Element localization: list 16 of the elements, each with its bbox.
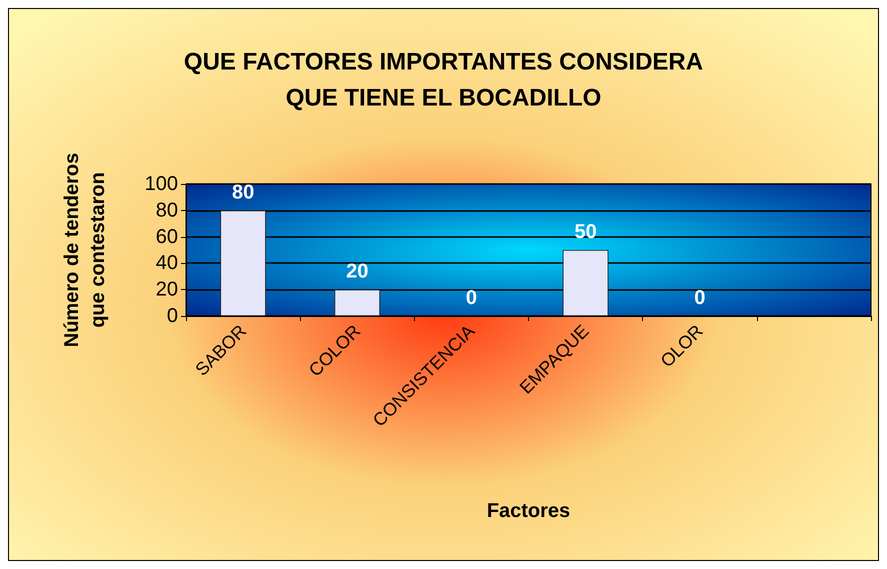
bar bbox=[562, 250, 608, 316]
x-axis-title: Factores bbox=[486, 500, 570, 522]
y-tick-label: 20 bbox=[156, 278, 178, 301]
data-label: 20 bbox=[346, 260, 368, 283]
y-tick-label: 60 bbox=[156, 226, 178, 248]
bar bbox=[334, 290, 380, 316]
y-tick-label: 80 bbox=[156, 199, 178, 222]
y-tick-label: 0 bbox=[166, 305, 178, 327]
y-tick-label: 40 bbox=[156, 252, 178, 274]
chart-title: QUE FACTORES IMPORTANTES CONSIDERA QUE TIENE EL BOCADILLO bbox=[184, 48, 704, 112]
data-label: 0 bbox=[466, 287, 477, 309]
y-axis-title: Número de tenderos que contestaron bbox=[61, 152, 109, 348]
y-tick-label: 100 bbox=[144, 173, 178, 195]
data-label: 0 bbox=[694, 287, 706, 309]
bar bbox=[220, 210, 266, 316]
data-label: 80 bbox=[232, 181, 254, 204]
